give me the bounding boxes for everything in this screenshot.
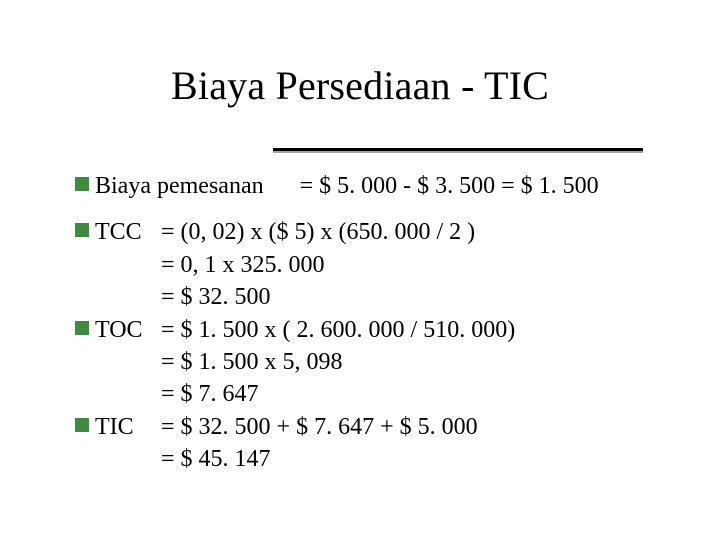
title-underline — [273, 148, 643, 151]
tcc-line1: = (0, 02) x ($ 5) x (650. 000 / 2 ) — [161, 219, 475, 245]
row-tcc-3: = $ 32. 500 — [75, 281, 599, 313]
row-tcc-1: TCC= (0, 02) x ($ 5) x (650. 000 / 2 ) — [75, 216, 599, 248]
row-toc-1: TOC= $ 1. 500 x ( 2. 600. 000 / 510. 000… — [75, 314, 599, 346]
toc-label: TOC — [95, 314, 161, 346]
tic-line2: = $ 45. 147 — [161, 446, 271, 472]
row-tcc-2: = 0, 1 x 325. 000 — [75, 249, 599, 281]
row-tic-2: = $ 45. 147 — [75, 443, 599, 475]
title-wrap: Biaya Persediaan - TIC — [0, 62, 720, 109]
row-toc-2: = $ 1. 500 x 5, 098 — [75, 346, 599, 378]
page-title: Biaya Persediaan - TIC — [171, 63, 549, 108]
tic-line1: = $ 32. 500 + $ 7. 647 + $ 5. 000 — [161, 414, 478, 440]
toc-line3: = $ 7. 647 — [161, 381, 259, 407]
row-toc-3: = $ 7. 647 — [75, 378, 599, 410]
pemesanan-value: = $ 5. 000 - $ 3. 500 = $ 1. 500 — [300, 173, 599, 199]
row-tic-1: TIC= $ 32. 500 + $ 7. 647 + $ 5. 000 — [75, 411, 599, 443]
square-bullet-icon — [75, 321, 89, 335]
row-pemesanan: Biaya pemesanan = $ 5. 000 - $ 3. 500 = … — [75, 170, 599, 202]
content-body: Biaya pemesanan = $ 5. 000 - $ 3. 500 = … — [75, 170, 599, 476]
square-bullet-icon — [75, 418, 89, 432]
tic-label: TIC — [95, 411, 161, 443]
toc-line2: = $ 1. 500 x 5, 098 — [161, 349, 343, 375]
pemesanan-label: Biaya pemesanan — [95, 173, 264, 199]
toc-line1: = $ 1. 500 x ( 2. 600. 000 / 510. 000) — [161, 317, 515, 343]
square-bullet-icon — [75, 177, 89, 191]
tcc-line3: = $ 32. 500 — [161, 284, 271, 310]
square-bullet-icon — [75, 223, 89, 237]
slide: Biaya Persediaan - TIC Biaya pemesanan =… — [0, 0, 720, 540]
tcc-line2: = 0, 1 x 325. 000 — [161, 252, 325, 278]
tcc-label: TCC — [95, 216, 161, 248]
